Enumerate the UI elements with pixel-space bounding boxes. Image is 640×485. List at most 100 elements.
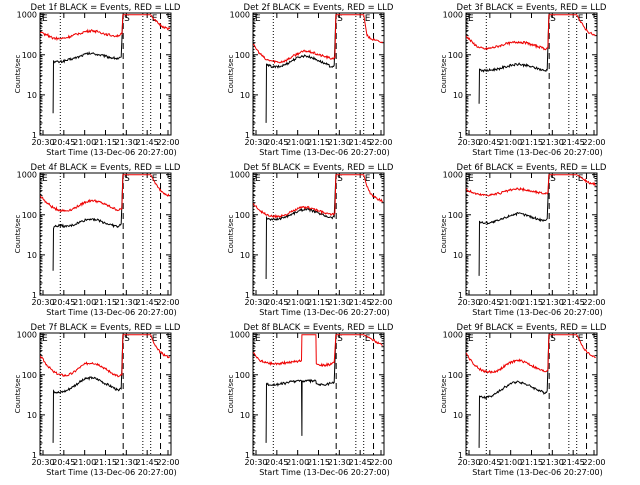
- y-tick-label: 1000: [230, 11, 250, 20]
- marker-label: E: [152, 174, 158, 184]
- marker-label: S: [124, 14, 130, 24]
- y-tick-label: 100: [22, 371, 37, 380]
- marker-label: E: [42, 334, 48, 344]
- y-axis-label: Counts/sec: [14, 55, 22, 94]
- x-tick-label: 21:45: [136, 298, 159, 307]
- plot-frame: [465, 12, 598, 136]
- marker-label: E: [42, 14, 48, 24]
- y-axis-label: Counts/sec: [227, 215, 235, 254]
- x-tick-label: 21:45: [562, 138, 585, 147]
- x-tick-label: 20:45: [478, 138, 501, 147]
- panel-title: Det 2f BLACK = Events, RED = LLD: [244, 3, 394, 13]
- panel-det-7: Det 7f BLACK = Events, RED = LLD 1 10 100 10…: [14, 323, 181, 477]
- plot-frame: [465, 332, 598, 456]
- y-tick-label: 1000: [17, 331, 37, 340]
- panel-title: Det 3f BLACK = Events, RED = LLD: [457, 3, 607, 13]
- series-lld-line: [40, 174, 170, 213]
- y-tick-label: 10: [27, 411, 37, 420]
- y-tick-label: 1: [458, 131, 463, 140]
- series-lld-line: [253, 14, 384, 65]
- y-tick-label: 10: [240, 251, 250, 260]
- x-tick-label: 21:30: [115, 298, 138, 307]
- y-tick-label: 100: [235, 51, 250, 60]
- y-tick-label: 10: [453, 411, 463, 420]
- x-tick-label: 21:45: [349, 298, 372, 307]
- series-events-line: [265, 14, 337, 123]
- panel-title: Det 5f BLACK = Events, RED = LLD: [244, 163, 394, 173]
- x-tick-label: 21:45: [349, 458, 372, 467]
- marker-label: S: [550, 334, 556, 344]
- plot-frame: [39, 12, 172, 136]
- x-tick-label: 20:30: [457, 138, 480, 147]
- x-tick-label: 21:45: [562, 458, 585, 467]
- marker-label: E: [42, 174, 48, 184]
- y-axis-label: Counts/sec: [14, 215, 22, 254]
- panel-det-3: Det 3f BLACK = Events, RED = LLD 1 10 100 10…: [440, 3, 607, 157]
- panel-title: Det 9f BLACK = Events, RED = LLD: [457, 323, 607, 333]
- series-events-line: [478, 174, 550, 276]
- panel-title: Det 4f BLACK = Events, RED = LLD: [31, 163, 181, 173]
- panel-det-8: Det 8f BLACK = Events, RED = LLD 1 10 100 10…: [227, 323, 394, 477]
- series-events-line: [265, 334, 337, 443]
- y-axis-label: Counts/sec: [227, 55, 235, 94]
- series-lld-line: [40, 334, 171, 378]
- series-events-line: [52, 174, 124, 271]
- panel-title: Det 8f BLACK = Events, RED = LLD: [244, 323, 394, 333]
- x-tick-label: 22:00: [369, 458, 392, 467]
- x-tick-label: 21:00: [286, 458, 309, 467]
- x-tick-label: 20:30: [457, 298, 480, 307]
- series-lld-line: [40, 14, 171, 41]
- x-tick-label: 21:45: [136, 458, 159, 467]
- marker-label: S: [337, 174, 343, 184]
- x-axis-label: Start Time (13-Dec-06 20:27:00): [472, 148, 603, 157]
- marker-label: E: [365, 174, 371, 184]
- plot-frame: [252, 172, 385, 296]
- marker-label: S: [124, 174, 130, 184]
- y-tick-label: 10: [27, 91, 37, 100]
- panel-det-4: Det 4f BLACK = Events, RED = LLD 1 10 100 10…: [14, 163, 181, 317]
- y-tick-label: 1: [458, 291, 463, 300]
- series-lld-line: [466, 334, 596, 374]
- series-lld-line: [253, 174, 384, 219]
- y-tick-label: 1: [245, 291, 250, 300]
- x-tick-label: 21:00: [286, 298, 309, 307]
- x-tick-label: 21:45: [349, 138, 372, 147]
- x-tick-label: 20:45: [52, 458, 75, 467]
- x-axis-label: Start Time (13-Dec-06 20:27:00): [259, 148, 390, 157]
- marker-label: E: [578, 334, 584, 344]
- x-axis-label: Start Time (13-Dec-06 20:27:00): [259, 468, 390, 477]
- x-axis-label: Start Time (13-Dec-06 20:27:00): [46, 148, 177, 157]
- x-axis-label: Start Time (13-Dec-06 20:27:00): [472, 308, 603, 317]
- x-tick-label: 21:00: [499, 138, 522, 147]
- x-tick-label: 22:00: [369, 138, 392, 147]
- y-tick-label: 1000: [230, 171, 250, 180]
- y-tick-label: 1: [32, 291, 37, 300]
- x-tick-label: 20:30: [31, 458, 54, 467]
- x-tick-label: 21:30: [115, 458, 138, 467]
- plot-frame: [39, 332, 172, 456]
- y-tick-label: 1: [32, 131, 37, 140]
- x-tick-label: 21:15: [307, 298, 330, 307]
- y-axis-label: Counts/sec: [440, 55, 448, 94]
- x-tick-label: 21:15: [94, 458, 117, 467]
- marker-label: S: [337, 14, 343, 24]
- marker-label: E: [468, 334, 474, 344]
- panel-det-5: Det 5f BLACK = Events, RED = LLD 1 10 100 10…: [227, 163, 394, 317]
- y-tick-label: 1: [32, 451, 37, 460]
- series-lld-line: [466, 14, 596, 51]
- x-tick-label: 20:45: [478, 298, 501, 307]
- marker-label: E: [468, 14, 474, 24]
- x-tick-label: 21:30: [541, 458, 564, 467]
- marker-label: E: [255, 334, 261, 344]
- x-tick-label: 21:00: [73, 458, 96, 467]
- x-tick-label: 20:45: [478, 458, 501, 467]
- x-tick-label: 22:00: [369, 298, 392, 307]
- y-tick-label: 1: [245, 451, 250, 460]
- x-tick-label: 20:30: [457, 458, 480, 467]
- series-lld-line: [466, 174, 597, 197]
- x-axis-label: Start Time (13-Dec-06 20:27:00): [46, 308, 177, 317]
- x-axis-label: Start Time (13-Dec-06 20:27:00): [259, 308, 390, 317]
- x-tick-label: 21:30: [328, 298, 351, 307]
